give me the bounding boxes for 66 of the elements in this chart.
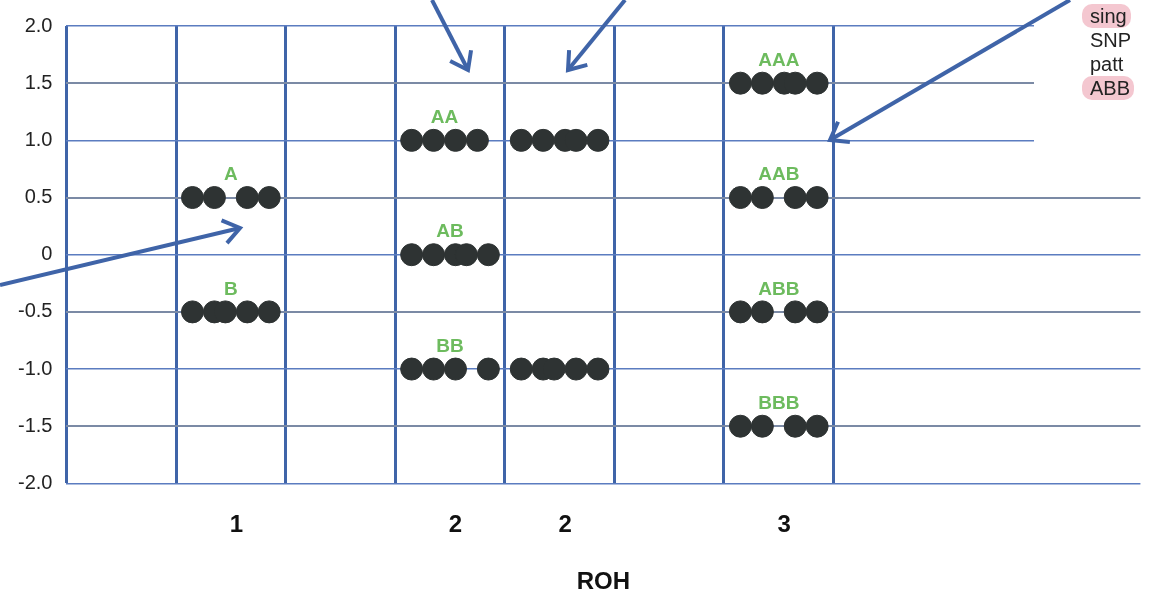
point <box>728 300 752 324</box>
point <box>422 243 446 267</box>
x-tick-label: 3 <box>777 510 791 538</box>
point <box>783 186 807 210</box>
series-label: BB <box>436 334 464 356</box>
point <box>728 414 752 438</box>
series-label: AB <box>436 220 464 242</box>
point <box>805 414 829 438</box>
series-label: ABB <box>758 277 800 299</box>
series-label: AAB <box>758 163 800 185</box>
point <box>750 414 774 438</box>
point <box>476 357 500 381</box>
point <box>400 128 424 152</box>
x-tick-label: 1 <box>229 510 243 538</box>
y-tick-label: -2.0 <box>17 470 53 493</box>
series-label: A <box>223 163 238 185</box>
point <box>465 128 489 152</box>
point <box>235 186 259 210</box>
y-tick-label: 1.0 <box>24 127 53 150</box>
y-tick-label: 1.5 <box>24 70 53 93</box>
x-tick-label: 2 <box>448 510 463 538</box>
annotation: SNP <box>1089 28 1133 52</box>
annotation: sing <box>1082 4 1131 28</box>
annotation: ABB <box>1082 76 1135 100</box>
series-label: BBB <box>758 391 800 413</box>
point <box>750 71 774 95</box>
point <box>509 128 533 152</box>
y-tick-label: -1.0 <box>17 356 53 379</box>
series-label: AA <box>430 106 459 128</box>
point <box>235 300 259 324</box>
point <box>400 243 424 267</box>
point <box>728 186 752 210</box>
point <box>422 128 446 152</box>
y-tick-label: 0.5 <box>24 185 53 208</box>
y-tick-label: -0.5 <box>17 299 53 322</box>
point <box>586 357 610 381</box>
point <box>422 357 446 381</box>
point <box>444 128 467 152</box>
point <box>586 128 610 152</box>
y-tick-label: -1.5 <box>17 413 53 436</box>
annotation: patt <box>1089 52 1125 76</box>
point <box>805 71 829 95</box>
point <box>444 357 467 381</box>
x-tick-label: 2 <box>558 510 572 538</box>
point <box>202 186 226 210</box>
point <box>564 357 588 381</box>
point <box>400 357 424 381</box>
point <box>750 186 774 210</box>
point <box>728 71 752 95</box>
point <box>805 186 829 210</box>
x-axis-title: ROH <box>576 567 631 595</box>
point <box>509 357 533 381</box>
point <box>476 243 500 267</box>
series-label: B <box>223 277 238 299</box>
series-label: AAA <box>758 48 800 70</box>
point <box>750 300 774 324</box>
point <box>257 186 281 210</box>
y-tick-label: 2.0 <box>24 13 53 36</box>
point <box>180 186 204 210</box>
point <box>257 300 281 324</box>
point <box>180 300 204 324</box>
point <box>805 300 829 324</box>
y-tick-label: 0 <box>41 242 53 265</box>
point <box>783 300 807 324</box>
point <box>531 128 555 152</box>
point <box>783 414 807 438</box>
